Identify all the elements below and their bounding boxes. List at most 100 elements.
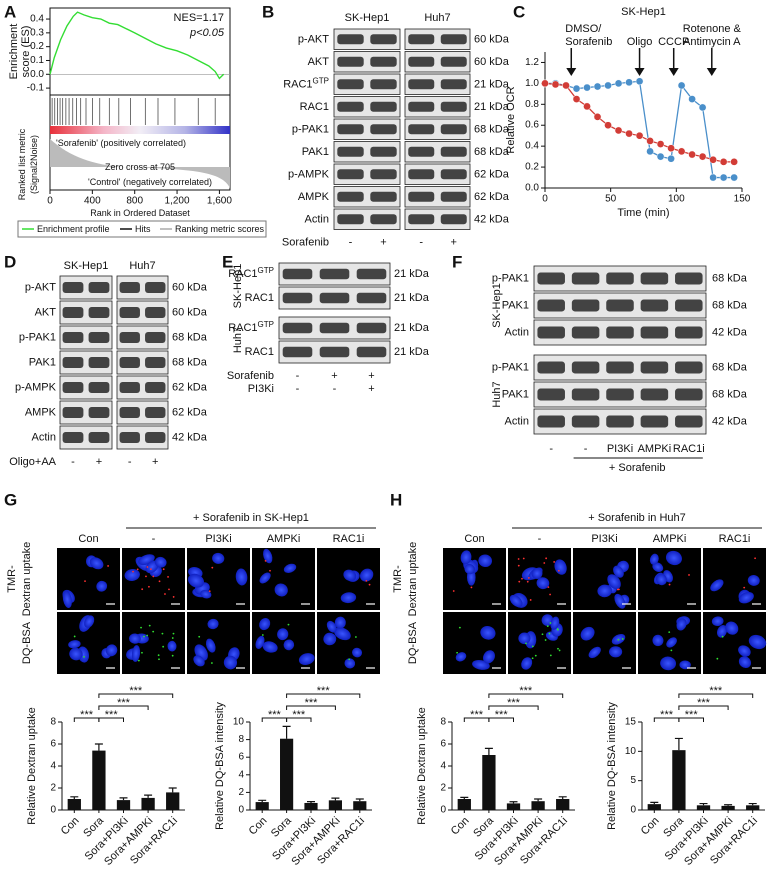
treatment-sign: -	[549, 443, 553, 455]
nucleus	[343, 569, 357, 582]
blot-band	[337, 191, 364, 202]
panel-letter: D	[4, 253, 16, 272]
puncta	[721, 635, 724, 638]
blot-band	[408, 56, 435, 67]
blot-band	[440, 146, 467, 157]
blot-band	[537, 415, 565, 428]
bar	[328, 800, 342, 810]
nucleus	[588, 646, 601, 659]
treatment-sign: RAC1i	[673, 443, 705, 455]
nucleus	[480, 625, 496, 640]
x-tick-label: 1,600	[207, 196, 232, 207]
kda-label: 42 kDa	[712, 327, 748, 339]
blot-strip	[116, 400, 169, 425]
blot-band	[88, 357, 110, 368]
nucleus	[536, 577, 550, 590]
nucleus	[334, 616, 346, 629]
significance-bracket	[678, 693, 754, 698]
puncta	[544, 639, 547, 641]
protein-name: RAC1	[228, 268, 257, 280]
error-bar	[331, 797, 340, 801]
y-tick-label: 0.2	[30, 41, 44, 52]
x-axis-label: Rank in Ordered Dataset	[90, 208, 190, 218]
blot-band	[675, 272, 703, 285]
error-bar	[460, 796, 469, 799]
puncta	[557, 647, 559, 650]
y-tick-label: 0	[630, 805, 636, 816]
puncta	[84, 580, 86, 583]
error-bar	[282, 725, 291, 739]
blot-band	[370, 79, 397, 90]
blot-strip	[59, 400, 113, 425]
puncta	[172, 632, 175, 635]
y-tick-label: 0.2	[525, 162, 539, 173]
nucleus	[597, 584, 613, 598]
protein-name: AMPK	[298, 191, 330, 203]
treatment-sign: -	[296, 383, 300, 395]
protein-superscript: GTP	[258, 266, 274, 275]
puncta	[548, 632, 551, 635]
blot-band	[537, 272, 565, 285]
y-tick-label: 2	[238, 787, 244, 798]
column-label: Con	[78, 533, 98, 545]
y-tick-label: 0.3	[30, 27, 44, 38]
y-tick-label: 0.4	[525, 141, 539, 152]
kda-label: 68 kDa	[712, 300, 748, 312]
blot-band	[88, 407, 110, 418]
y-tick-label: 6	[238, 752, 244, 763]
y-tick-label: 2	[50, 783, 56, 794]
protein-name: p-AKT	[298, 33, 329, 45]
blot-band	[370, 214, 397, 225]
column-label: RAC1i	[333, 533, 365, 545]
puncta	[261, 634, 264, 636]
y-tick-label: 0.4	[30, 14, 44, 25]
puncta	[208, 590, 211, 593]
blot-strip	[116, 300, 169, 325]
blot-strip	[59, 350, 113, 375]
treatment-label: Sorafenib	[282, 237, 329, 249]
blot-band	[606, 299, 634, 312]
protein-label: AKT	[308, 56, 330, 68]
significance-label: ***	[268, 709, 282, 721]
puncta	[158, 580, 161, 583]
chart-title: SK-Hep1	[621, 6, 666, 18]
blot-band	[370, 169, 397, 180]
blot-band	[675, 361, 703, 374]
puncta	[171, 637, 174, 639]
protein-label: AKT	[35, 307, 57, 319]
nucleus	[84, 615, 95, 628]
nucleus	[352, 647, 363, 658]
puncta	[452, 590, 455, 592]
annotation: 'Sorafenib' (positively correlated)	[56, 138, 186, 148]
blot-strip	[59, 300, 113, 325]
bar	[255, 802, 269, 810]
data-point	[604, 121, 612, 130]
data-point	[688, 150, 696, 159]
x-tick-label: 800	[126, 196, 143, 207]
puncta	[754, 557, 756, 560]
arrow-head	[706, 68, 717, 76]
nucleus	[550, 616, 560, 630]
significance-label: ***	[470, 709, 484, 721]
puncta	[148, 624, 151, 627]
blot-band	[119, 357, 140, 368]
significance-label: ***	[105, 709, 119, 721]
enrichment-line	[49, 11, 225, 80]
data-point	[572, 95, 581, 103]
puncta	[157, 654, 160, 657]
protein-name: p-PAK1	[19, 332, 56, 344]
protein-label: p-AMPK	[288, 168, 330, 180]
nucleus	[255, 635, 265, 649]
x-tick-label: 400	[84, 196, 101, 207]
y-tick-label: 10	[625, 746, 637, 757]
puncta	[143, 635, 145, 638]
treatment-sign: -	[419, 237, 423, 249]
blot-band	[408, 191, 435, 202]
significance-label: ***	[697, 697, 711, 709]
panel-letter: F	[452, 253, 462, 272]
kda-label: 62 kDa	[474, 191, 510, 203]
data-point	[572, 84, 581, 93]
blot-band	[440, 101, 467, 112]
blot-band	[370, 146, 397, 157]
significance-bracket	[98, 717, 124, 722]
